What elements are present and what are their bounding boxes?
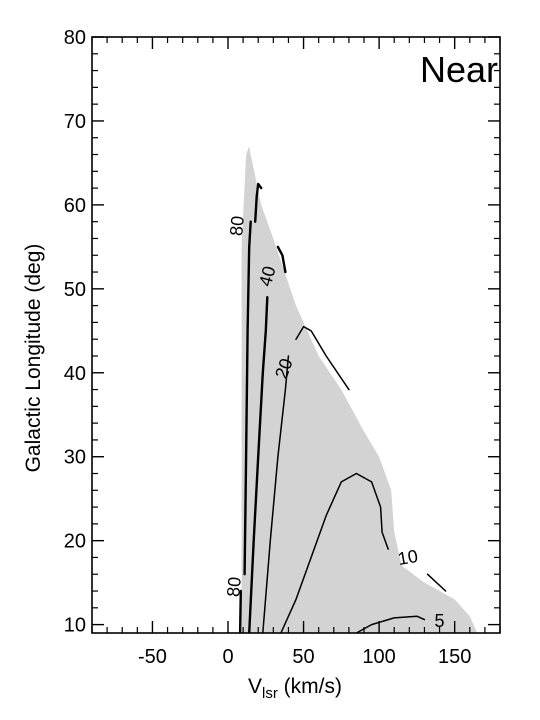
contour-line-20-5	[262, 355, 290, 633]
y-tick-label-2: 30	[64, 447, 86, 469]
y-tick-label-0: 10	[64, 615, 86, 637]
contour-line-10-8	[426, 573, 447, 592]
y-tick-label-5: 60	[64, 195, 86, 217]
plot-frame	[91, 36, 501, 634]
x-axis-title-unit: (km/s)	[278, 675, 342, 698]
contour-line-10-7	[280, 472, 389, 633]
contour-label-5: 5	[435, 611, 445, 631]
contour-label-4: 10	[396, 546, 419, 569]
y-axis-title: Galactic Longitude (deg)	[22, 244, 45, 473]
x-tick-label-1: 0	[222, 646, 233, 668]
contour-line-40-4	[276, 245, 287, 274]
x-tick-label-4: 150	[438, 646, 471, 668]
y-tick-label-7: 80	[64, 27, 86, 49]
y-tick-label-6: 70	[64, 111, 86, 133]
x-axis-title-subscript: lsr	[262, 685, 278, 702]
contour-line-80-2	[238, 589, 242, 633]
x-tick-label-0: -50	[138, 646, 167, 668]
x-tick-label-3: 100	[362, 646, 395, 668]
x-axis-title-main: V	[248, 675, 262, 698]
shaded-region	[241, 146, 478, 633]
x-axis-title: Vlsr (km/s)	[248, 675, 342, 702]
contour-line-20-6	[295, 325, 350, 391]
y-tick-label-4: 50	[64, 279, 86, 301]
contour-line-40-3	[248, 296, 269, 633]
y-tick-label-3: 40	[64, 363, 86, 385]
contour-line-80-1	[254, 182, 263, 223]
x-tick-label-2: 50	[292, 646, 314, 668]
contour-label-3: 80	[223, 576, 245, 598]
contour-line-80-0	[243, 220, 252, 576]
y-tick-label-1: 20	[64, 531, 86, 553]
contour-line-5-9	[355, 615, 426, 633]
contour-label-0: 80	[226, 215, 248, 237]
contour-label-1: 40	[255, 264, 280, 289]
panel-label: Near	[420, 49, 498, 90]
